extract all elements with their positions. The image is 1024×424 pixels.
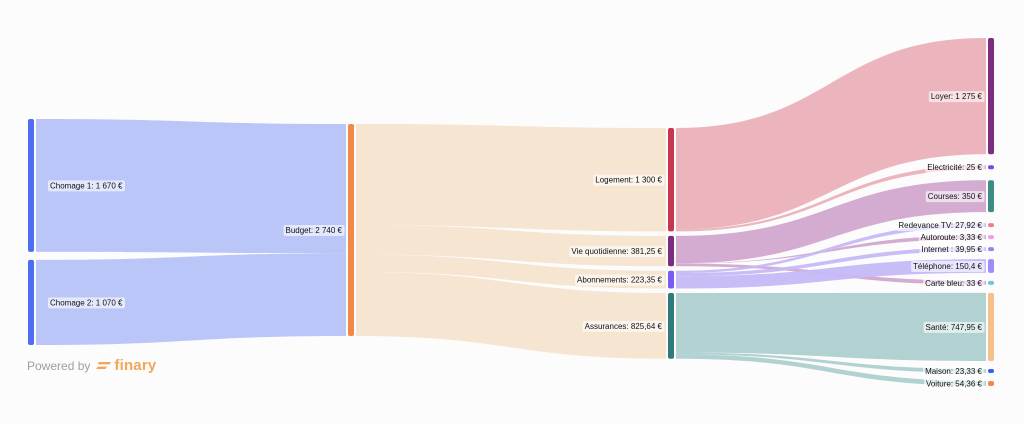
label-electricite: Electricité: 25 €: [925, 162, 985, 174]
label-bg-budget: [283, 225, 345, 236]
node-assurances[interactable]: [668, 293, 674, 359]
label-maison: Maison: 23,33 €: [923, 366, 985, 377]
label-text-autoroute: Autoroute: 3,33 €: [921, 233, 983, 242]
label-text-budget: Budget: 2 740 €: [286, 226, 343, 235]
label-sante: Santé: 747,95 €: [923, 321, 985, 333]
label-text-courses: Courses: 350 €: [928, 192, 983, 201]
link-assurances-sante[interactable]: [676, 292, 986, 361]
label-text-assurances: Assurances: 825,64 €: [585, 322, 663, 331]
label-bg-abonnements: [575, 274, 665, 286]
node-redevance[interactable]: [988, 223, 994, 228]
label-assurances: Assurances: 825,64 €: [582, 320, 665, 332]
label-vie: Vie quotidienne: 381,25 €: [569, 246, 665, 258]
label-bg-assurances: [582, 320, 665, 332]
node-internet[interactable]: [988, 247, 994, 252]
node-maison[interactable]: [988, 369, 994, 373]
node-vie[interactable]: [668, 235, 674, 267]
node-chomage2[interactable]: [28, 259, 34, 345]
powered-by-footer[interactable]: Powered by finary: [27, 357, 156, 374]
brand-name: finary: [114, 357, 157, 374]
links-layer: [36, 38, 986, 386]
node-abonnements[interactable]: [668, 270, 674, 289]
link-abonnements-telephone[interactable]: [676, 259, 986, 289]
labels-layer: Chomage 1: 1 670 € Chomage 2: 1 070 € Budg…: [48, 91, 985, 390]
label-internet: Internet : 39,95 €: [919, 244, 985, 256]
label-chomage1: Chomage 1: 1 670 €: [48, 180, 126, 192]
label-bg-electricite: [925, 162, 985, 174]
label-text-electricite: Electricité: 25 €: [927, 163, 982, 172]
label-bg-chomage2: [48, 297, 126, 309]
node-cartebleu[interactable]: [988, 280, 994, 285]
label-chomage2: Chomage 2: 1 070 €: [48, 297, 126, 309]
node-electricite[interactable]: [988, 165, 994, 170]
label-telephone: Téléphone: 150,4 €: [911, 260, 985, 272]
link-chomage2-budget[interactable]: [36, 253, 346, 345]
label-text-chomage1: Chomage 1: 1 670 €: [50, 181, 123, 190]
label-text-voiture: Voiture: 54,36 €: [926, 379, 983, 388]
label-courses: Courses: 350 €: [925, 191, 985, 203]
link-abonnements-redevance[interactable]: [676, 223, 986, 274]
label-voiture: Voiture: 54,36 €: [923, 378, 985, 390]
link-logement-electricite[interactable]: [676, 165, 986, 232]
label-bg-redevance: [896, 220, 985, 232]
label-text-telephone: Téléphone: 150,4 €: [913, 262, 982, 271]
label-bg-chomage1: [48, 180, 126, 192]
label-bg-autoroute: [918, 232, 985, 244]
label-bg-internet: [919, 244, 985, 256]
label-bg-loyer: [928, 91, 985, 103]
powered-by-text: Powered by: [27, 358, 91, 373]
node-loyer[interactable]: [988, 38, 994, 155]
node-voiture[interactable]: [988, 381, 994, 386]
node-sante[interactable]: [988, 292, 994, 361]
label-text-chomage2: Chomage 2: 1 070 €: [50, 298, 123, 307]
label-bg-vie: [569, 246, 665, 258]
label-text-maison: Maison: 23,33 €: [925, 367, 982, 376]
link-assurances-voiture[interactable]: [676, 354, 986, 386]
link-logement-loyer[interactable]: [676, 38, 986, 230]
label-text-loyer: Loyer: 1 275 €: [931, 92, 983, 101]
label-logement: Logement: 1 300 €: [593, 174, 665, 186]
node-chomage1[interactable]: [28, 119, 34, 252]
label-budget: Budget: 2 740 €: [283, 225, 345, 236]
label-abonnements: Abonnements: 223,35 €: [575, 274, 665, 286]
nodes-layer: [28, 38, 994, 386]
label-bg-courses: [925, 191, 985, 203]
label-text-sante: Santé: 747,95 €: [926, 323, 983, 332]
node-courses[interactable]: [988, 180, 994, 213]
label-bg-logement: [593, 174, 665, 186]
label-text-redevance: Redevance TV: 27,92 €: [898, 221, 982, 230]
node-telephone[interactable]: [988, 259, 994, 273]
link-budget-logement[interactable]: [356, 124, 666, 232]
link-abonnements-internet[interactable]: [676, 247, 986, 277]
label-bg-voiture: [923, 378, 985, 390]
label-text-cartebleu: Carte bleu: 33 €: [925, 279, 982, 288]
finary-brand[interactable]: finary: [96, 357, 156, 374]
label-cartebleu: Carte bleu: 33 €: [923, 277, 985, 289]
label-loyer: Loyer: 1 275 €: [928, 91, 985, 103]
label-bg-sante: [923, 321, 985, 333]
label-redevance: Redevance TV: 27,92 €: [896, 220, 985, 232]
node-logement[interactable]: [668, 128, 674, 232]
label-text-vie: Vie quotidienne: 381,25 €: [571, 247, 662, 256]
label-bg-cartebleu: [923, 277, 985, 289]
label-text-abonnements: Abonnements: 223,35 €: [577, 276, 663, 285]
finary-logo-icon: [96, 361, 112, 369]
label-bg-telephone: [911, 260, 985, 272]
link-assurances-maison[interactable]: [676, 352, 986, 373]
link-vie-courses[interactable]: [676, 180, 986, 264]
label-text-logement: Logement: 1 300 €: [595, 176, 662, 185]
link-chomage1-budget[interactable]: [36, 119, 346, 254]
label-bg-maison: [923, 366, 985, 377]
node-budget[interactable]: [348, 124, 354, 336]
link-budget-assurances[interactable]: [356, 271, 666, 359]
node-autoroute[interactable]: [988, 235, 994, 240]
label-autoroute: Autoroute: 3,33 €: [918, 232, 985, 244]
label-text-internet: Internet : 39,95 €: [922, 245, 983, 254]
